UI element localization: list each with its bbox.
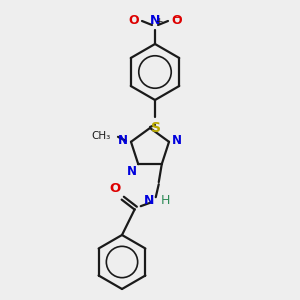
Text: −: −	[173, 13, 183, 23]
Text: CH₃: CH₃	[92, 131, 111, 141]
Text: N: N	[143, 194, 154, 207]
Text: O: O	[128, 14, 139, 26]
Text: N: N	[150, 14, 160, 27]
Text: O: O	[171, 14, 181, 26]
Text: +: +	[155, 16, 163, 26]
Text: O: O	[110, 182, 121, 195]
Text: H: H	[161, 194, 170, 207]
Text: N: N	[172, 134, 182, 147]
Text: S: S	[151, 121, 161, 135]
Text: N: N	[118, 134, 128, 147]
Text: N: N	[127, 165, 137, 178]
